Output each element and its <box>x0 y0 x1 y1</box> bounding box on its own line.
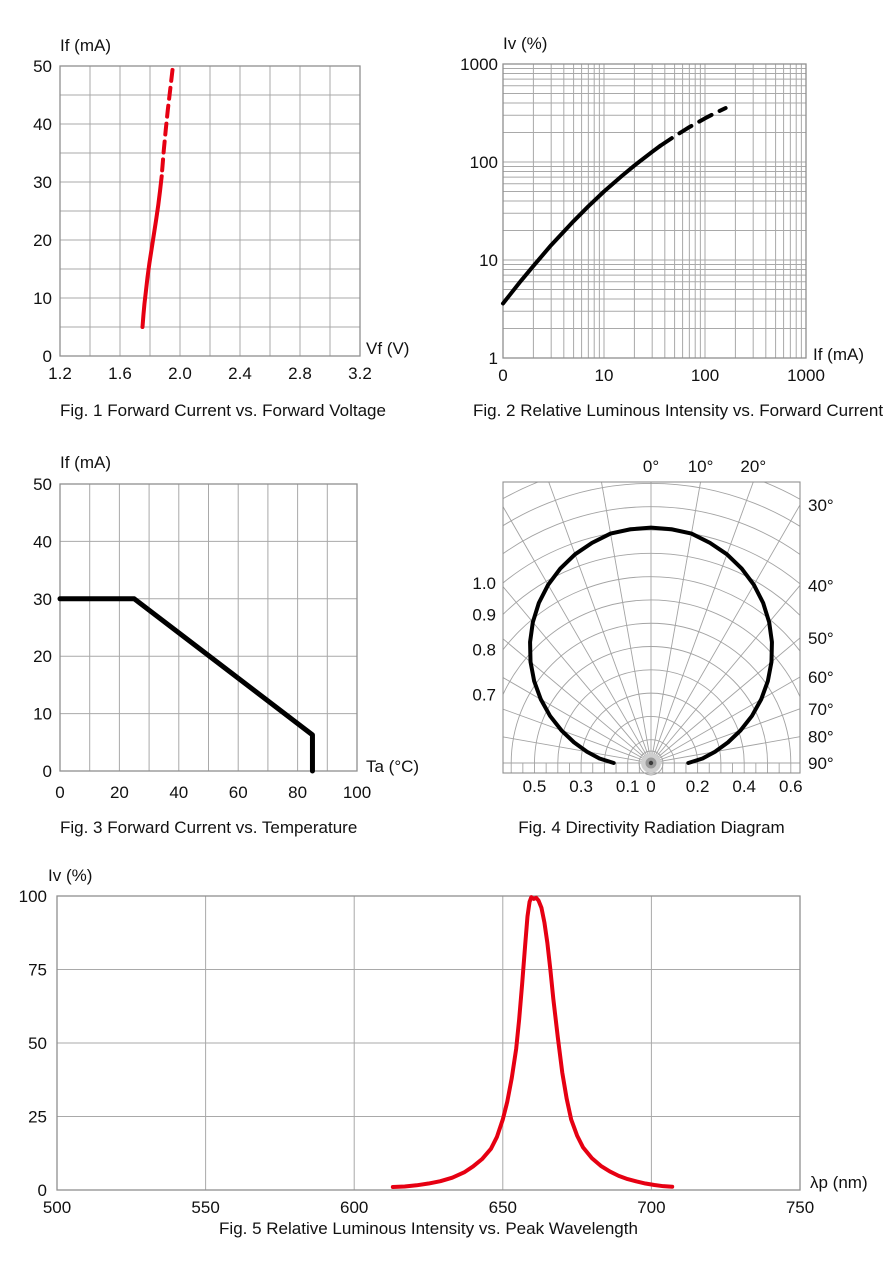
fig3-caption: Fig. 3 Forward Current vs. Temperature <box>60 818 358 837</box>
svg-text:10: 10 <box>479 251 498 270</box>
svg-text:3.2: 3.2 <box>348 364 372 383</box>
fig3-y-axis-title: If (mA) <box>60 453 111 472</box>
svg-text:90°: 90° <box>808 754 834 773</box>
fig3-chart: 0 20 40 60 80 100 0 10 20 30 40 50 <box>33 475 371 802</box>
svg-text:0.6: 0.6 <box>779 777 803 796</box>
svg-text:0.9: 0.9 <box>472 605 496 624</box>
svg-text:100: 100 <box>343 783 371 802</box>
svg-text:0.5: 0.5 <box>523 777 547 796</box>
fig2-caption: Fig. 2 Relative Luminous Intensity vs. F… <box>473 401 884 420</box>
svg-text:600: 600 <box>340 1198 368 1217</box>
svg-text:80°: 80° <box>808 728 834 747</box>
fig4-caption: Fig. 4 Directivity Radiation Diagram <box>518 818 785 837</box>
svg-text:20°: 20° <box>740 457 766 476</box>
svg-text:75: 75 <box>28 961 47 980</box>
svg-text:30: 30 <box>33 590 52 609</box>
svg-text:50: 50 <box>28 1034 47 1053</box>
svg-text:40: 40 <box>169 783 188 802</box>
fig4-directivity-radiation-diagram: 0° 10° 20° 30° 40° 50° 60° 70° 80° 90° 1.0 0.9 0.8 0.… <box>446 420 892 850</box>
svg-text:2.0: 2.0 <box>168 364 192 383</box>
svg-text:0.1: 0.1 <box>616 777 640 796</box>
svg-text:30: 30 <box>33 173 52 192</box>
svg-text:80: 80 <box>288 783 307 802</box>
svg-text:20: 20 <box>33 647 52 666</box>
fig5-luminous-intensity-vs-peak-wavelength: 500 550 600 650 700 750 0 25 50 75 100 Iv (%) λp (… <box>0 850 892 1262</box>
fig4-chart: 0° 10° 20° 30° 40° 50° 60° 70° 80° 90° 1.0 0.9 0.8 0.… <box>472 457 834 796</box>
svg-text:0.4: 0.4 <box>732 777 756 796</box>
fig5-caption: Fig. 5 Relative Luminous Intensity vs. P… <box>219 1219 638 1238</box>
fig1-x-axis-title: Vf (V) <box>366 339 410 358</box>
svg-text:1.6: 1.6 <box>108 364 132 383</box>
fig1-chart: 1.2 1.6 2.0 2.4 2.8 3.2 0 10 20 30 40 50 <box>33 57 372 383</box>
svg-text:1.2: 1.2 <box>48 364 72 383</box>
svg-text:10: 10 <box>33 705 52 724</box>
fig2-chart: 0 10 100 1000 1 10 100 1000 <box>460 55 825 385</box>
svg-text:500: 500 <box>43 1198 71 1217</box>
fig1-forward-current-vs-forward-voltage: 1.2 1.6 2.0 2.4 2.8 3.2 0 10 20 30 40 50 If (mA) Vf… <box>0 0 446 420</box>
fig2-y-axis-title: Iv (%) <box>503 34 548 53</box>
svg-text:10: 10 <box>595 366 614 385</box>
svg-text:0: 0 <box>55 783 64 802</box>
svg-text:40: 40 <box>33 115 52 134</box>
svg-text:100: 100 <box>470 153 498 172</box>
svg-text:0: 0 <box>498 366 507 385</box>
svg-text:0: 0 <box>43 762 52 781</box>
fig5-chart: 500 550 600 650 700 750 0 25 50 75 100 <box>19 887 815 1217</box>
svg-text:0: 0 <box>646 777 655 796</box>
svg-text:0.3: 0.3 <box>569 777 593 796</box>
svg-text:20: 20 <box>110 783 129 802</box>
svg-text:2.8: 2.8 <box>288 364 312 383</box>
svg-text:0: 0 <box>43 347 52 366</box>
svg-text:750: 750 <box>786 1198 814 1217</box>
fig1-y-axis-title: If (mA) <box>60 36 111 55</box>
svg-text:650: 650 <box>489 1198 517 1217</box>
svg-text:700: 700 <box>637 1198 665 1217</box>
fig3-x-axis-title: Ta (°C) <box>366 757 420 776</box>
svg-text:25: 25 <box>28 1108 47 1127</box>
svg-text:70°: 70° <box>808 700 834 719</box>
svg-text:60: 60 <box>229 783 248 802</box>
svg-text:100: 100 <box>19 887 47 906</box>
svg-text:50: 50 <box>33 475 52 494</box>
svg-text:50°: 50° <box>808 629 834 648</box>
svg-text:1000: 1000 <box>787 366 825 385</box>
svg-text:10: 10 <box>33 289 52 308</box>
fig5-x-axis-title: λp (nm) <box>810 1173 868 1192</box>
svg-text:0.7: 0.7 <box>472 685 496 704</box>
svg-text:10°: 10° <box>688 457 714 476</box>
fig2-luminous-intensity-vs-forward-current: 0 10 100 1000 1 10 100 1000 Iv (%) If (mA) Fig.… <box>446 0 892 420</box>
svg-text:1.0: 1.0 <box>472 574 496 593</box>
svg-text:50: 50 <box>33 57 52 76</box>
svg-text:40: 40 <box>33 532 52 551</box>
svg-text:0°: 0° <box>643 457 659 476</box>
svg-text:0.2: 0.2 <box>686 777 710 796</box>
svg-text:0.8: 0.8 <box>472 641 496 660</box>
fig1-caption: Fig. 1 Forward Current vs. Forward Volta… <box>60 401 386 420</box>
svg-text:1000: 1000 <box>460 55 498 74</box>
fig2-x-axis-title: If (mA) <box>813 345 864 364</box>
svg-text:0: 0 <box>38 1181 47 1200</box>
svg-text:2.4: 2.4 <box>228 364 252 383</box>
svg-text:550: 550 <box>191 1198 219 1217</box>
svg-text:100: 100 <box>691 366 719 385</box>
svg-text:60°: 60° <box>808 668 834 687</box>
svg-text:1: 1 <box>489 349 498 368</box>
fig5-y-axis-title: Iv (%) <box>48 866 93 885</box>
svg-text:40°: 40° <box>808 576 834 595</box>
svg-text:20: 20 <box>33 231 52 250</box>
fig3-forward-current-vs-temperature: 0 20 40 60 80 100 0 10 20 30 40 50 If (mA) Ta (°C) … <box>0 420 446 850</box>
svg-text:30°: 30° <box>808 496 834 515</box>
